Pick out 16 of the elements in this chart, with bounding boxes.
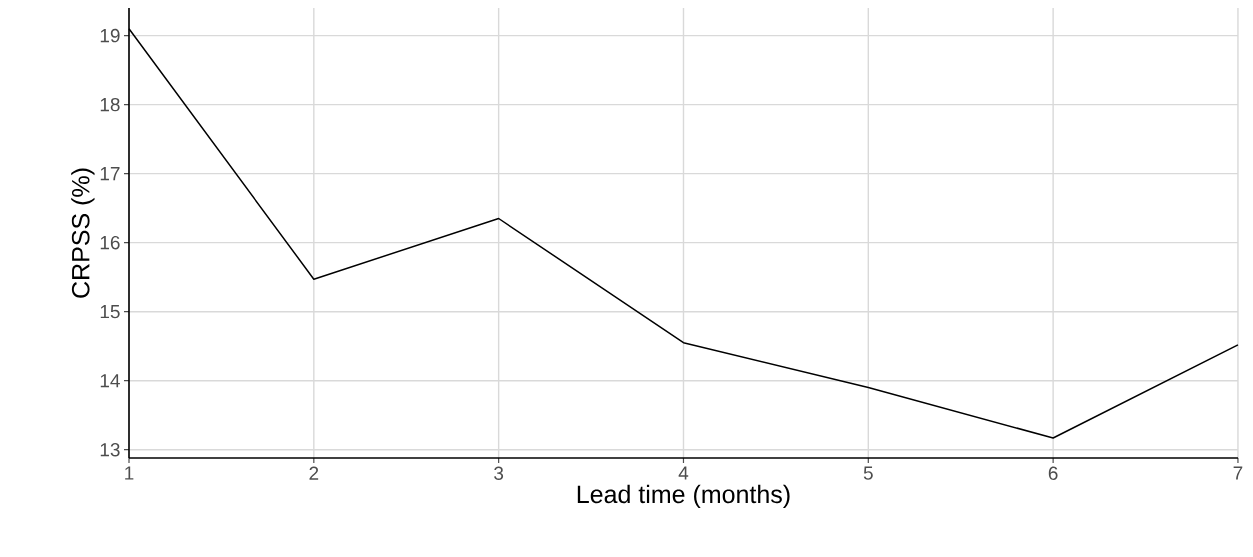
y-tick-label: 15 [100, 305, 120, 319]
y-tick-label: 13 [100, 442, 120, 457]
x-axis-title: Lead time (months) [577, 484, 790, 509]
y-tick-label: 19 [100, 28, 120, 43]
x-tick-label: 1 [125, 466, 134, 480]
x-tick-label: 3 [494, 466, 504, 480]
y-axis-title: CRPSS (%) [71, 168, 95, 298]
x-tick-label: 7 [1233, 466, 1243, 480]
y-tick-label: 17 [100, 167, 120, 181]
y-tick-label: 16 [100, 235, 120, 250]
x-tick-label: 6 [1048, 466, 1058, 480]
y-tick-label: 14 [100, 374, 120, 388]
x-tick-label: 5 [863, 466, 873, 480]
x-tick-label: 2 [309, 466, 319, 480]
y-tick-label: 18 [100, 97, 120, 112]
x-tick-label: 4 [678, 466, 689, 480]
